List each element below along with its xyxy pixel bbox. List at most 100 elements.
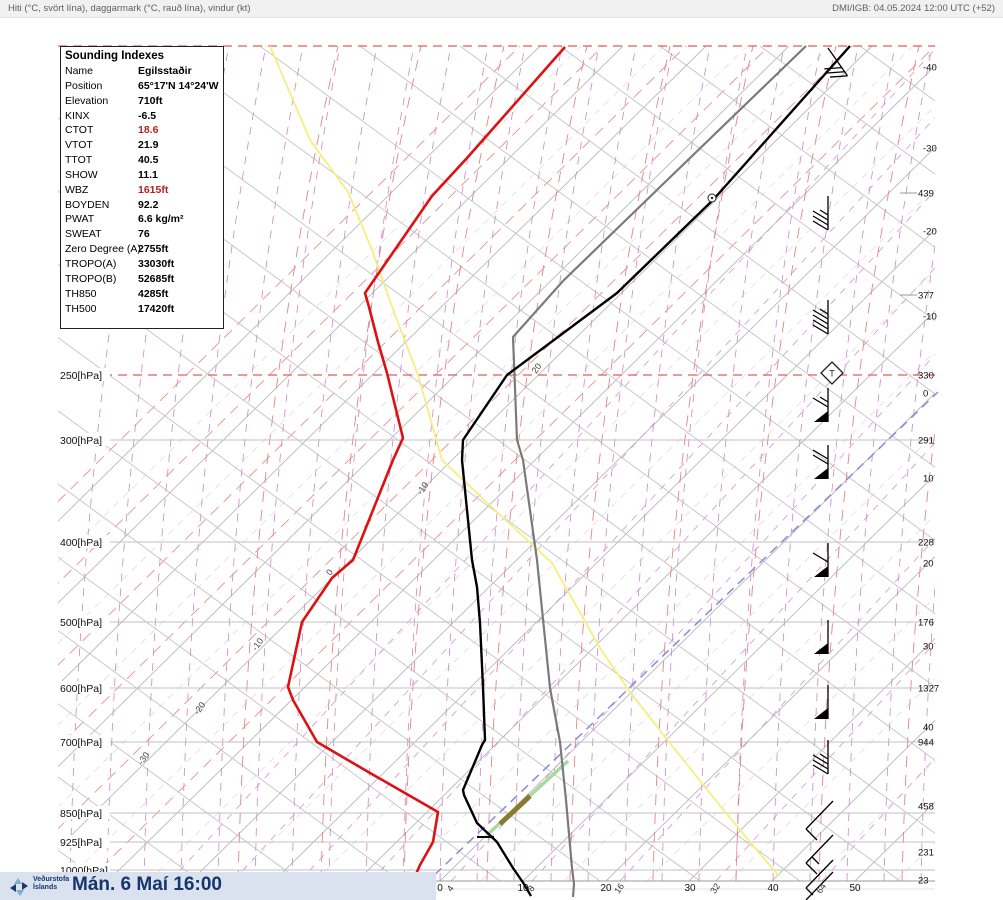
right-axis-label: 176 bbox=[918, 618, 934, 629]
right-axis-label: 1327 bbox=[918, 684, 939, 695]
right-axis-label: 377 bbox=[918, 291, 934, 302]
wind-barb bbox=[812, 445, 829, 479]
pressure-axis-label: 300[hPa] bbox=[60, 435, 102, 447]
index-label: Name bbox=[65, 65, 94, 77]
index-label: TH850 bbox=[65, 287, 97, 300]
vedurstofa-logo-text: Veðurstofa Íslands bbox=[33, 876, 70, 891]
right-axis-label: 40 bbox=[923, 723, 934, 734]
index-label: KINX bbox=[65, 109, 90, 122]
svg-text:T: T bbox=[829, 369, 835, 379]
right-axis-label: 228 bbox=[918, 538, 934, 549]
right-axis-label: -40 bbox=[923, 63, 937, 74]
index-label: TROPO(B) bbox=[65, 272, 117, 285]
right-axis-label: -10 bbox=[923, 312, 937, 323]
pressure-axis-label: 250[hPa] bbox=[60, 370, 102, 382]
pressure-axis-label: 500[hPa] bbox=[60, 617, 102, 629]
index-value: 76 bbox=[138, 228, 150, 241]
pressure-axis-label: 925[hPa] bbox=[60, 837, 102, 849]
sounding-index-row: Elevation 710ft bbox=[61, 94, 223, 109]
wind-barb bbox=[812, 543, 829, 577]
tropopause-diamond-marker bbox=[820, 361, 844, 385]
index-value: 6.6 kg/m² bbox=[138, 213, 184, 226]
index-label: TH500 bbox=[65, 302, 97, 315]
right-axis-label: 23 bbox=[918, 876, 929, 887]
right-axis-label: -30 bbox=[923, 144, 937, 155]
right-axis-label: 439 bbox=[918, 189, 934, 200]
sounding-index-row: WBZ 1615ft bbox=[61, 183, 223, 198]
wind-barb bbox=[805, 834, 834, 875]
gray-parcel-line bbox=[511, 45, 807, 898]
adiabat-label: 0 bbox=[324, 567, 335, 577]
sounding-curves bbox=[269, 45, 939, 898]
sounding-index-row: Zero Degree (A) 2755ft bbox=[61, 242, 223, 257]
wind-barbs bbox=[805, 47, 849, 900]
wind-barb bbox=[805, 871, 834, 900]
index-value: 18.6 bbox=[138, 124, 159, 137]
sounding-index-row: BOYDEN 92.2 bbox=[61, 198, 223, 213]
wind-barb bbox=[805, 800, 834, 841]
index-value: 40.5 bbox=[138, 154, 159, 167]
pressure-axis-label: 600[hPa] bbox=[60, 683, 102, 695]
sounding-index-row: TROPO(B) 52685ft bbox=[61, 272, 223, 287]
sounding-indexes-table: Sounding Indexes Name Egilsstaðir Position… bbox=[60, 46, 224, 329]
index-label: Zero Degree (A) bbox=[65, 243, 141, 256]
right-axis-label: -20 bbox=[923, 227, 937, 238]
temperature-black-line bbox=[460, 45, 851, 897]
sounding-index-row: CTOT 18.6 bbox=[61, 123, 223, 138]
wind-barb bbox=[812, 300, 829, 335]
wind-barb bbox=[814, 620, 829, 654]
mixing-ratio-label: 64 bbox=[814, 881, 828, 895]
wind-barb bbox=[812, 196, 829, 231]
wind-barb bbox=[812, 740, 829, 775]
datetime-banner: Veðurstofa Íslands Mán. 6 Maí 16:00 bbox=[0, 872, 436, 900]
index-value: Egilsstaðir bbox=[138, 65, 192, 77]
index-value: 1615ft bbox=[138, 183, 169, 196]
index-value: 52685ft bbox=[138, 272, 175, 285]
yellow-curve bbox=[269, 45, 780, 877]
index-label: Position bbox=[65, 79, 103, 92]
sounding-index-row: KINX -6.5 bbox=[61, 109, 223, 124]
index-value: 11.1 bbox=[138, 168, 158, 181]
index-label: SHOW bbox=[65, 168, 98, 181]
right-axis-label: 20 bbox=[923, 559, 934, 570]
sounding-indexes-title: Sounding Indexes bbox=[65, 50, 165, 62]
sounding-index-row: Position 65°17'N 14°24'W bbox=[61, 79, 223, 94]
index-value: 33030ft bbox=[138, 257, 175, 270]
index-value: 21.9 bbox=[138, 139, 159, 152]
mixing-ratio-label: 32 bbox=[708, 881, 722, 895]
sounding-index-row: TTOT 40.5 bbox=[61, 153, 223, 168]
pressure-axis-label: 850[hPa] bbox=[60, 808, 102, 820]
temperature-axis-label: 10 bbox=[517, 883, 529, 894]
sounding-index-row: Name Egilsstaðir bbox=[61, 64, 223, 79]
index-value: -6.5 bbox=[138, 109, 157, 122]
blue-dashed-line bbox=[423, 391, 939, 886]
index-label: TTOT bbox=[65, 154, 93, 167]
olive-core-segment bbox=[498, 794, 532, 826]
vedurstofa-logo-icon bbox=[10, 878, 28, 896]
sounding-index-row: SWEAT 76 bbox=[61, 227, 223, 242]
wind-barb bbox=[812, 388, 829, 422]
model-run-text: DMI/IGB: 04.05.2024 12:00 UTC (+52) bbox=[832, 3, 995, 14]
mixing-ratio-label: 16 bbox=[612, 881, 626, 895]
adiabat-label: -10 bbox=[250, 636, 266, 652]
index-label: CTOT bbox=[65, 124, 94, 137]
right-axis-label: 944 bbox=[918, 738, 934, 749]
sounding-index-row: TH500 17420ft bbox=[61, 302, 223, 317]
wind-barb bbox=[814, 685, 829, 719]
index-value: 92.2 bbox=[138, 198, 159, 211]
pressure-axis-label: 400[hPa] bbox=[60, 537, 102, 549]
index-value: 17420ft bbox=[138, 302, 175, 315]
temperature-axis-label: 0 bbox=[437, 883, 443, 894]
sounding-index-row: SHOW 11.1 bbox=[61, 168, 223, 183]
index-label: SWEAT bbox=[65, 228, 102, 241]
right-axis-label: 30 bbox=[923, 642, 934, 653]
chart-legend-text: Hiti (°C, svört lína), daggarmark (°C, r… bbox=[8, 3, 251, 14]
valid-datetime-label: Mán. 6 Maí 16:00 bbox=[72, 874, 222, 895]
pressure-axis-label: 700[hPa] bbox=[60, 737, 102, 749]
temperature-axis-label: 20 bbox=[600, 883, 612, 894]
index-label: VTOT bbox=[65, 139, 93, 152]
sounding-indexes-rows: Name Egilsstaðir Position 65°17'N 14°24'W El… bbox=[61, 64, 223, 316]
temperature-axis-label: 50 bbox=[849, 883, 861, 894]
sounding-index-row: TH850 4285ft bbox=[61, 287, 223, 302]
